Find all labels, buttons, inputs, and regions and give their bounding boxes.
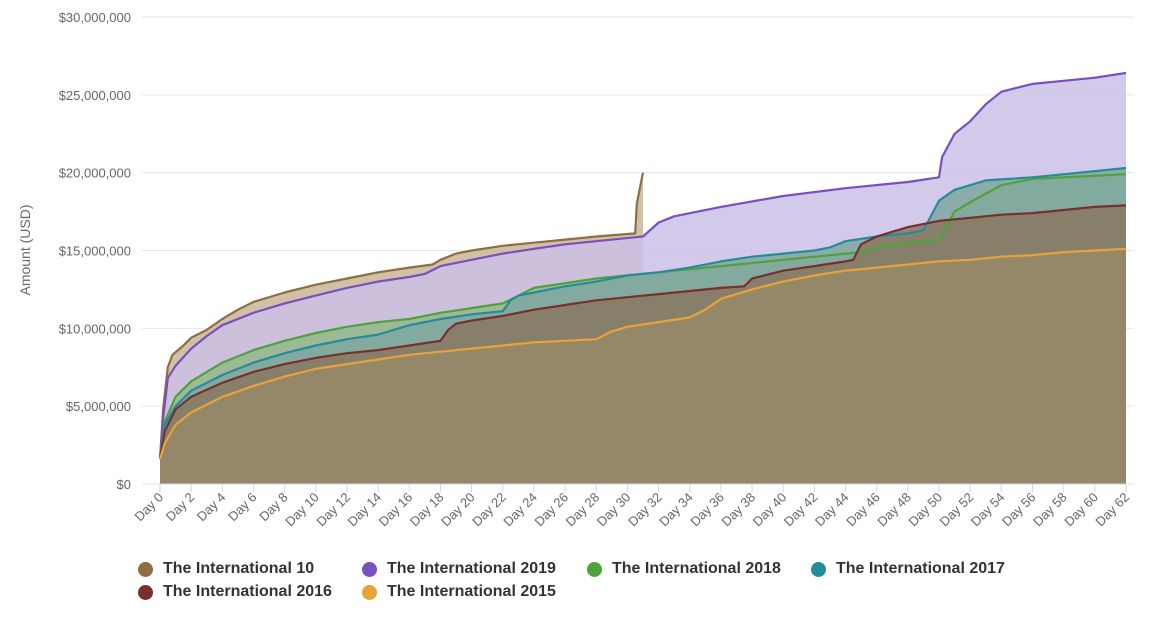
- x-tick-label: Day 0: [131, 490, 166, 525]
- x-tick-label: Day 62: [1092, 490, 1132, 530]
- x-tick-label: Day 14: [345, 490, 385, 530]
- area-chart: $0 $5,000,000 $10,000,000 $15,000,000 $20,00…: [17, 10, 1134, 530]
- legend-label: The International 2019: [387, 560, 556, 577]
- line-ti2015[interactable]: [158, 247, 1127, 460]
- x-tick-label: Day 28: [563, 490, 603, 530]
- legend-marker: [138, 561, 153, 577]
- x-tick-label: Day 34: [656, 490, 696, 530]
- legend-item-ti2015[interactable]: The International 2015: [362, 583, 556, 601]
- legend-marker: [587, 561, 602, 577]
- x-tick-label: Day 4: [194, 490, 229, 525]
- x-tick-label: Day 54: [968, 490, 1008, 530]
- x-tick-label: Day 36: [687, 490, 727, 530]
- x-tick-label: Day 2: [163, 490, 198, 525]
- x-tick-label: Day 44: [812, 490, 852, 530]
- line-ti2017[interactable]: [158, 166, 1127, 460]
- series-areas: [160, 73, 1126, 484]
- x-tick-label: Day 10: [282, 490, 322, 530]
- x-tick-label: Day 40: [750, 490, 790, 530]
- x-tick-label: Day 24: [500, 490, 540, 530]
- legend-label: The International 2015: [387, 583, 556, 600]
- line-ti10[interactable]: [158, 172, 645, 460]
- x-tick-label: Day 30: [594, 490, 634, 530]
- y-tick-label: $30,000,000: [59, 10, 131, 25]
- legend-item-ti2019[interactable]: The International 2019: [362, 560, 556, 578]
- legend-label: The International 2017: [836, 560, 1005, 577]
- x-tick-label: Day 52: [937, 490, 977, 530]
- x-tick-label: Day 58: [1030, 490, 1070, 530]
- x-tick-label: Day 56: [999, 490, 1039, 530]
- legend-item-ti10[interactable]: The International 10: [138, 560, 314, 578]
- y-tick-label: $20,000,000: [59, 166, 131, 181]
- series-lines: [158, 71, 1127, 460]
- line-ti2016[interactable]: [158, 204, 1127, 460]
- x-tick-label: Day 32: [625, 490, 665, 530]
- y-tick-label: $0: [117, 477, 131, 492]
- legend-label: The International 2018: [612, 560, 781, 577]
- legend-marker: [362, 584, 377, 600]
- y-tick-label: $25,000,000: [59, 88, 131, 103]
- y-tick-label: $15,000,000: [59, 244, 131, 259]
- area-ti2015: [160, 248, 1126, 484]
- legend-item-ti2018[interactable]: The International 2018: [587, 560, 781, 578]
- line-ti2019[interactable]: [158, 71, 1127, 460]
- x-tick-label: Day 42: [781, 490, 821, 530]
- legend-item-ti2016[interactable]: The International 2016: [138, 583, 332, 601]
- legend-marker: [362, 561, 377, 577]
- x-tick-label: Day 6: [225, 490, 260, 525]
- x-tick-label: Day 16: [376, 490, 416, 530]
- legend-label: The International 10: [163, 560, 315, 577]
- legend-item-ti2017[interactable]: The International 2017: [811, 560, 1005, 578]
- x-tick-label: Day 50: [905, 490, 945, 530]
- legend-label: The International 2016: [163, 583, 332, 600]
- x-tick-label: Day 22: [469, 490, 509, 530]
- x-tick-label: Day 48: [874, 490, 914, 530]
- x-tick-label: Day 12: [313, 490, 353, 530]
- x-tick-label: Day 46: [843, 490, 883, 530]
- y-tick-label: $10,000,000: [59, 321, 131, 336]
- x-tick-label: Day 38: [718, 490, 758, 530]
- y-axis-title: Amount (USD): [17, 204, 33, 295]
- x-tick-label: Day 18: [407, 490, 447, 530]
- x-tick-label: Day 60: [1061, 490, 1101, 530]
- legend-marker: [138, 584, 153, 600]
- legend-marker: [811, 561, 826, 577]
- x-tick-label: Day 26: [531, 490, 571, 530]
- x-tick-label: Day 20: [438, 490, 478, 530]
- y-tick-label: $5,000,000: [66, 399, 131, 414]
